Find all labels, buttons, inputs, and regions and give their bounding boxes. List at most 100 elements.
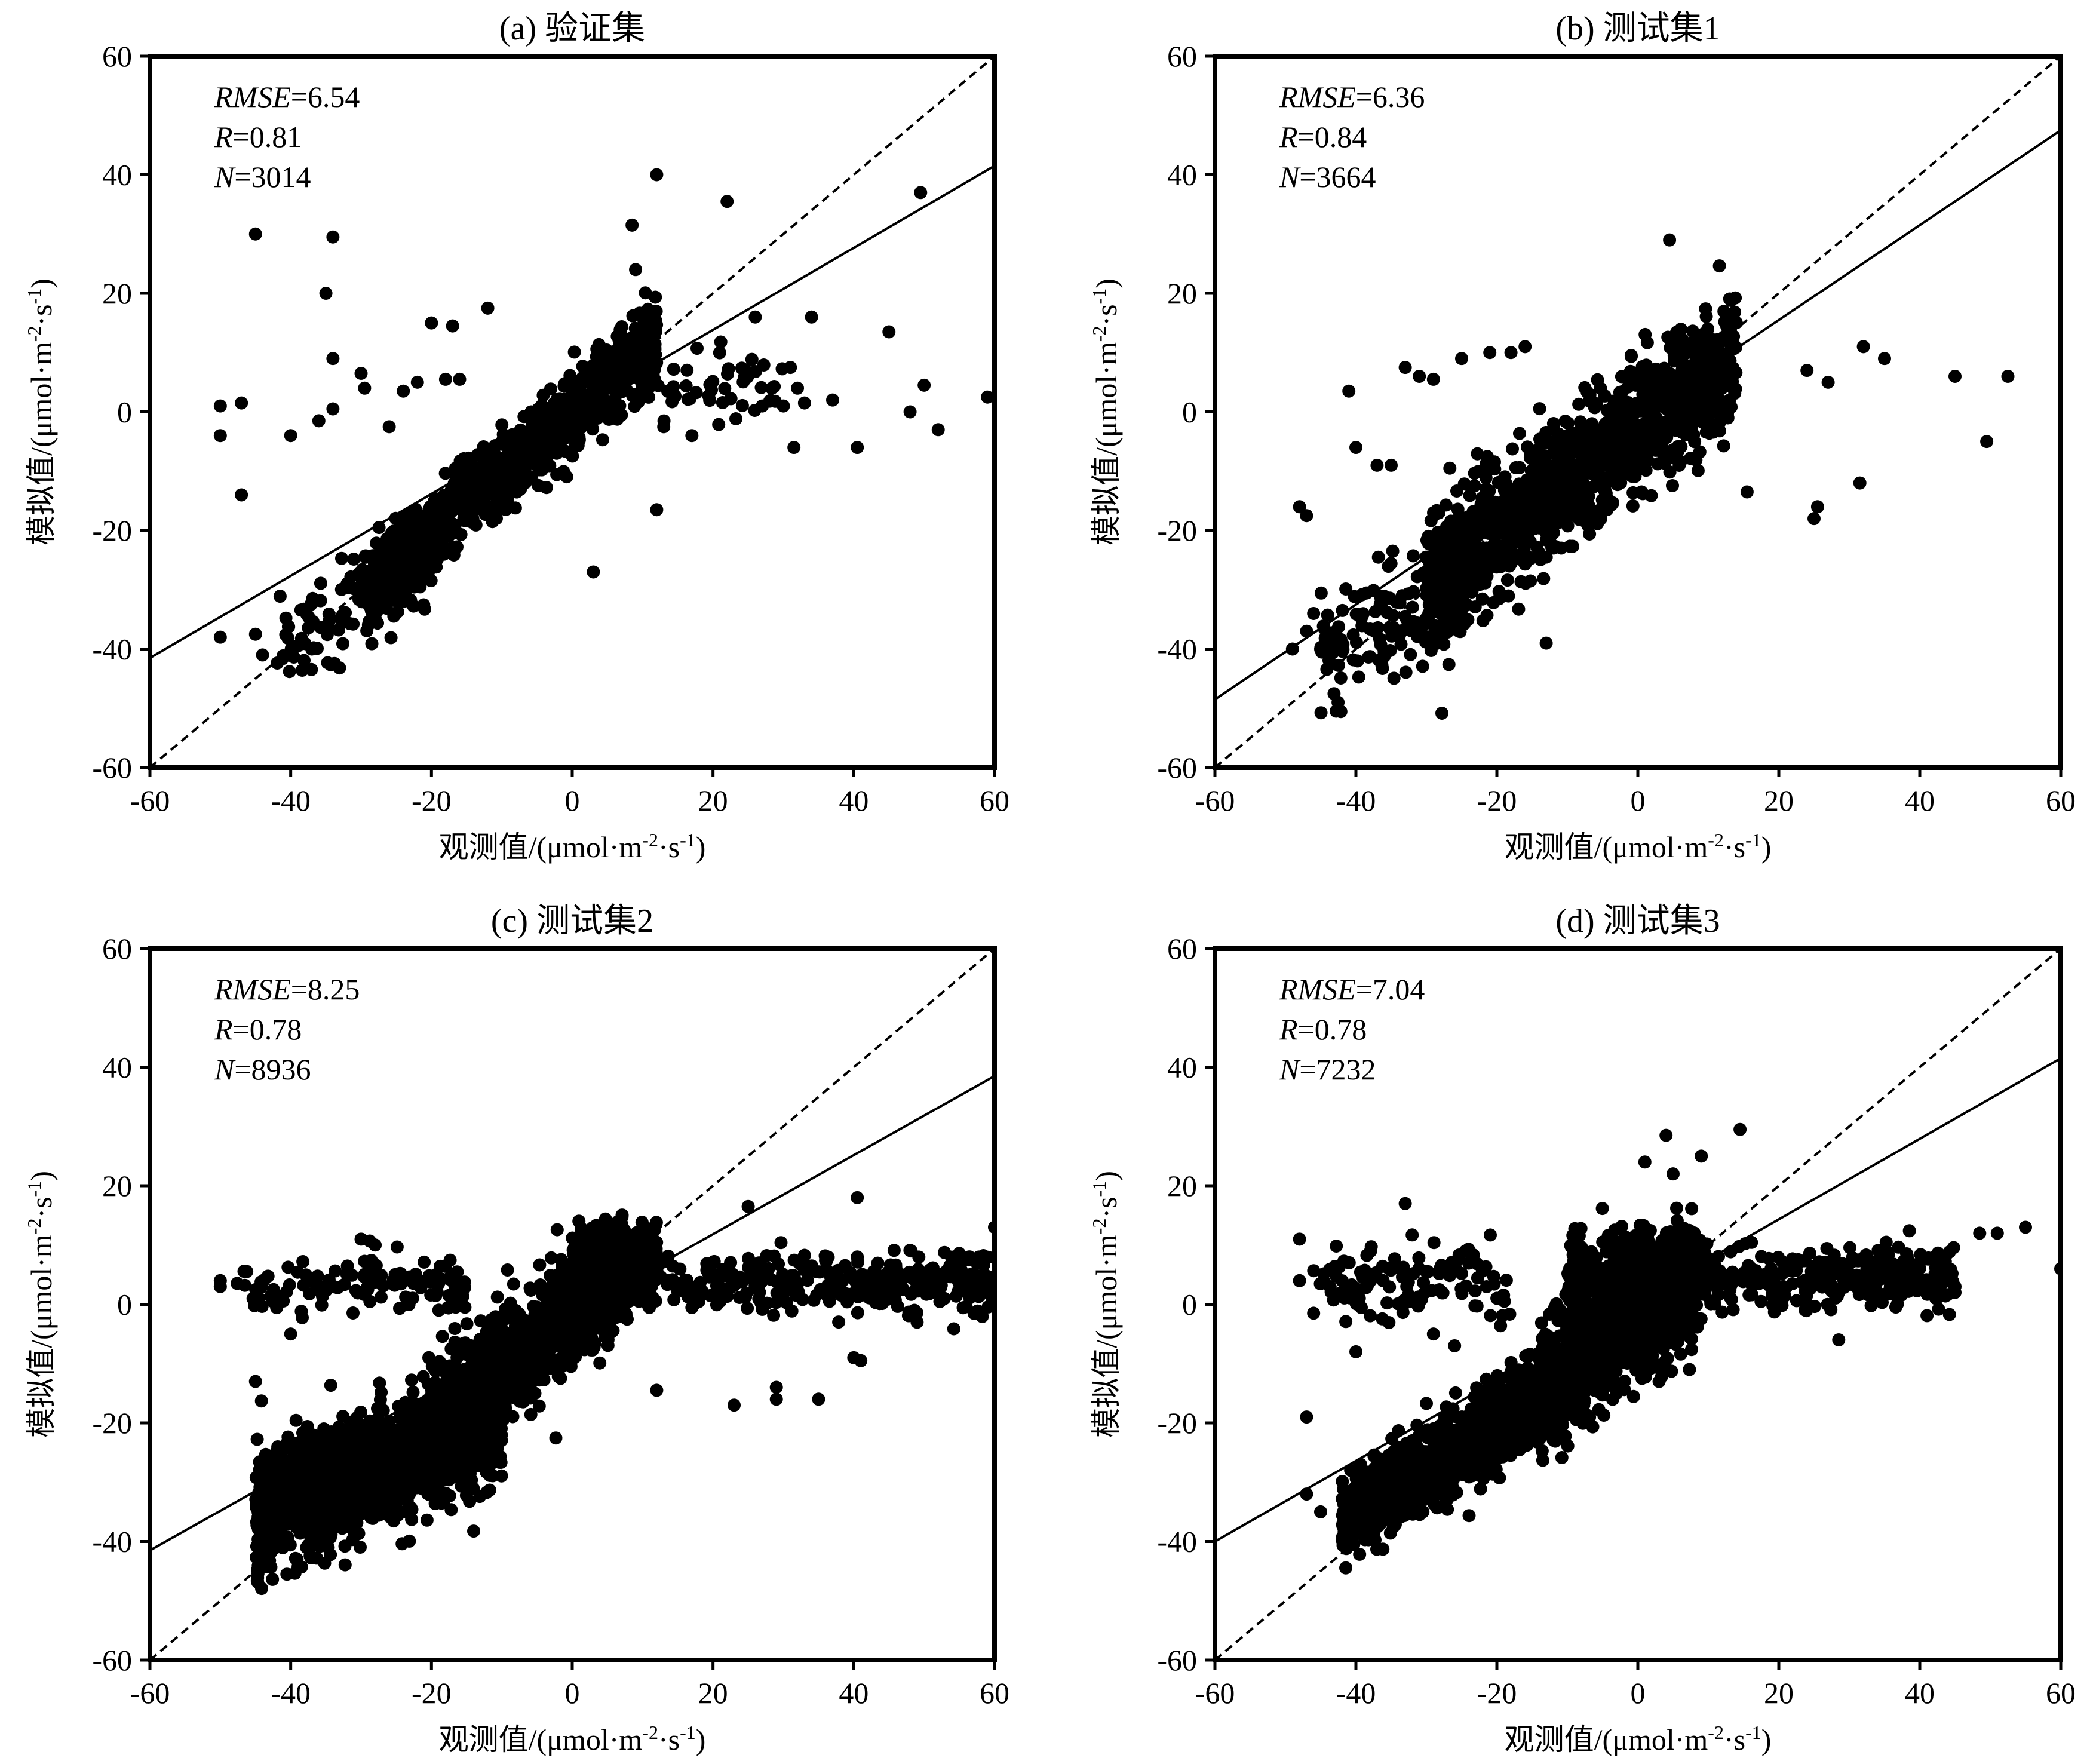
y-tick-label: 0 — [1182, 395, 1197, 429]
data-point — [633, 340, 646, 354]
data-point — [403, 1473, 416, 1487]
stat-label: RMSE — [1279, 80, 1356, 113]
data-point — [1526, 515, 1540, 529]
data-point — [1437, 590, 1451, 603]
data-point — [1468, 479, 1481, 493]
data-point — [1529, 487, 1542, 501]
data-point — [446, 319, 459, 333]
x-tick-label: 20 — [698, 784, 728, 817]
data-point — [235, 488, 248, 502]
data-point — [601, 1339, 615, 1352]
data-point — [289, 1413, 303, 1427]
data-point — [281, 1430, 295, 1444]
data-point — [1740, 485, 1754, 499]
data-point — [629, 263, 643, 277]
data-point — [336, 608, 349, 622]
data-point — [300, 1541, 314, 1554]
data-point — [1572, 475, 1585, 489]
data-point — [1573, 513, 1586, 526]
stat-label: R — [214, 120, 233, 154]
data-point — [1430, 636, 1444, 650]
data-point — [330, 1514, 343, 1527]
data-point — [1663, 233, 1677, 247]
data-point — [1626, 499, 1640, 513]
data-point — [480, 1486, 493, 1499]
data-point — [382, 420, 396, 434]
x-tick-label: 60 — [980, 784, 1009, 817]
data-point — [373, 1468, 386, 1481]
data-point — [1382, 560, 1395, 573]
data-point — [524, 1407, 538, 1421]
data-point — [1513, 427, 1526, 440]
data-point — [1718, 315, 1732, 329]
data-point — [419, 525, 432, 538]
data-point — [1724, 294, 1738, 307]
data-point — [1634, 418, 1648, 432]
data-point — [1505, 551, 1519, 565]
data-point — [417, 598, 431, 612]
data-point — [1589, 461, 1603, 475]
data-point — [680, 363, 694, 377]
data-point — [422, 565, 435, 579]
data-point — [1717, 439, 1730, 453]
data-point — [378, 557, 392, 571]
scatter-panel-c: (c) 测试集2-60 -40 -20 0 20 40 60-60-40-200204060… — [23, 903, 1009, 1756]
data-point — [1692, 388, 1706, 402]
data-point — [464, 501, 478, 515]
data-point — [550, 1223, 564, 1237]
data-point — [1524, 551, 1537, 565]
data-point — [1650, 440, 1664, 454]
data-point — [1629, 378, 1643, 392]
data-point — [1598, 418, 1612, 432]
data-point — [412, 537, 425, 551]
stat-value: =0.81 — [233, 120, 302, 154]
data-point — [1413, 369, 1426, 383]
data-point — [1546, 438, 1560, 452]
data-point — [457, 511, 471, 524]
data-point — [346, 1442, 360, 1456]
y-axis-label-mid: ·s — [24, 304, 58, 326]
data-point — [499, 503, 512, 516]
y-axis-label-sup2: -1 — [1088, 289, 1110, 305]
data-point — [478, 490, 492, 504]
stat-value: =3664 — [1299, 160, 1376, 194]
data-point — [1635, 438, 1649, 452]
data-point — [272, 1506, 286, 1520]
data-point — [1856, 340, 1870, 354]
data-point — [1389, 595, 1403, 609]
data-point — [1426, 372, 1440, 386]
data-point — [667, 363, 680, 376]
data-point — [1728, 305, 1742, 319]
data-point — [281, 1440, 294, 1454]
data-point — [1594, 381, 1607, 395]
data-point — [605, 375, 619, 388]
data-point — [284, 1480, 297, 1493]
data-point — [1563, 446, 1577, 459]
data-point — [1572, 397, 1586, 411]
data-points — [213, 168, 995, 679]
data-point — [1629, 454, 1643, 467]
data-point — [289, 1518, 303, 1532]
data-point — [1425, 603, 1439, 617]
data-point — [1330, 704, 1343, 718]
y-axis-label-mid: ·s — [1089, 304, 1123, 326]
data-point — [1570, 486, 1583, 499]
data-point — [502, 462, 515, 475]
data-point — [312, 414, 326, 428]
y-tick-label: -20 — [92, 514, 132, 547]
stat-rmse: RMSE=6.54 — [214, 80, 360, 113]
data-point — [754, 381, 768, 394]
stat-r: R=0.81 — [214, 120, 302, 154]
data-point — [1807, 512, 1821, 526]
data-point — [1587, 480, 1600, 493]
data-point — [649, 305, 663, 318]
data-point — [262, 1521, 275, 1535]
data-point — [1624, 349, 1638, 362]
data-point — [1407, 549, 1420, 563]
data-point — [434, 1490, 447, 1504]
data-point — [385, 1467, 399, 1481]
data-point — [413, 511, 426, 525]
data-point — [1729, 382, 1742, 396]
data-point — [1314, 706, 1328, 720]
